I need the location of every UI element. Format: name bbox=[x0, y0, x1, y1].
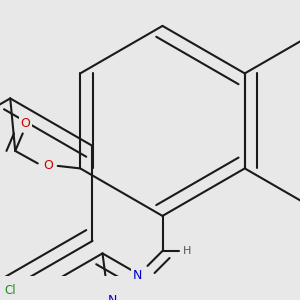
Text: O: O bbox=[43, 159, 53, 172]
Text: H: H bbox=[183, 246, 192, 256]
Text: Cl: Cl bbox=[4, 284, 16, 297]
Text: N: N bbox=[108, 294, 117, 300]
Text: N: N bbox=[133, 269, 142, 282]
Text: O: O bbox=[20, 117, 30, 130]
